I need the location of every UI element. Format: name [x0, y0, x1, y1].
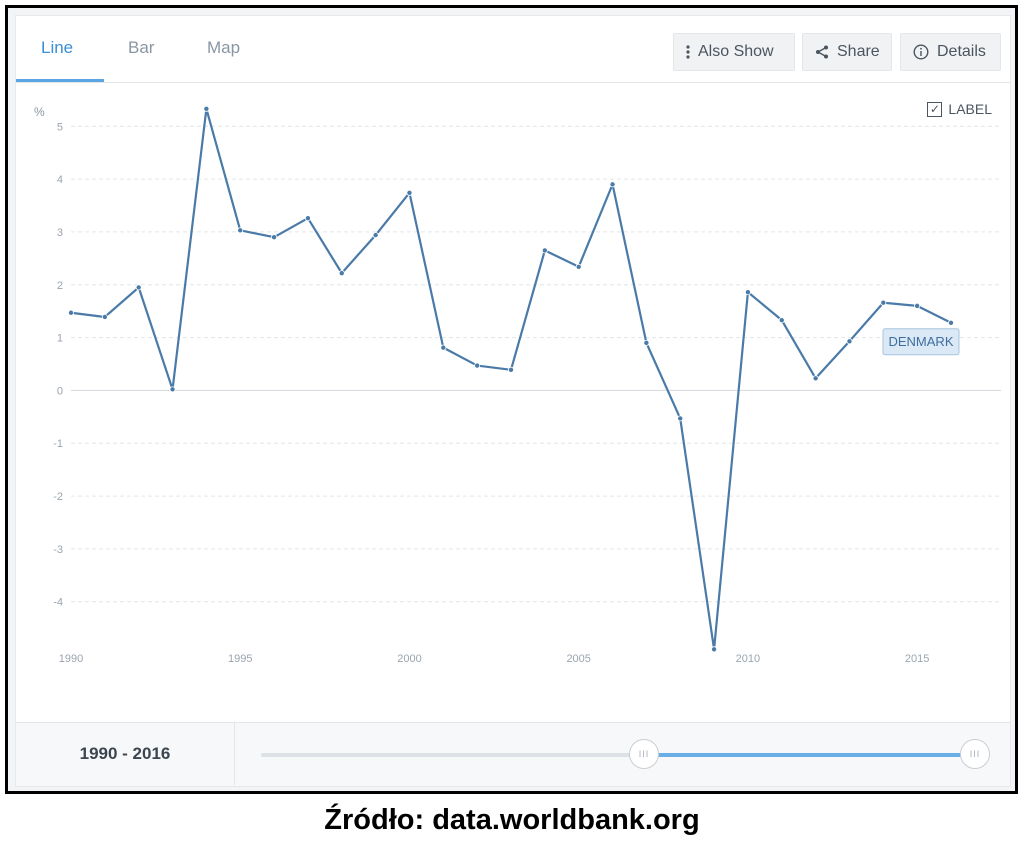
data-point: [609, 181, 616, 188]
range-footer: 1990 - 2016 III III: [16, 722, 1010, 786]
also-show-button[interactable]: Also Show: [673, 33, 795, 71]
active-tab-indicator: [16, 79, 104, 82]
figure-frame: Line Bar Map Also Show Share Detai: [5, 5, 1018, 794]
y-tick-label: 3: [57, 227, 63, 239]
data-point: [541, 247, 548, 254]
info-icon: [913, 44, 929, 60]
data-point: [948, 319, 955, 326]
data-point: [575, 263, 582, 270]
y-tick-label: -3: [53, 544, 63, 556]
tab-line[interactable]: Line: [41, 38, 74, 57]
y-tick-label: 0: [57, 385, 63, 397]
label-toggle[interactable]: ✓ LABEL: [927, 101, 992, 117]
y-axis-unit-label: %: [34, 105, 45, 119]
data-point: [237, 227, 244, 234]
series-label: DENMARK: [888, 334, 953, 349]
y-tick-label: 2: [57, 280, 63, 292]
range-end-handle[interactable]: III: [960, 739, 990, 769]
range-slider-selection: [644, 753, 975, 757]
y-tick-label: -4: [53, 597, 63, 609]
data-point: [846, 338, 853, 345]
data-point: [135, 284, 142, 291]
series-line-denmark: [70, 107, 952, 651]
y-tick-label: -1: [53, 438, 63, 450]
data-point: [744, 289, 751, 296]
data-point: [203, 105, 210, 112]
data-point: [914, 302, 921, 309]
year-range-label: 1990 - 2016: [16, 723, 235, 785]
x-tick-label: 2010: [736, 653, 760, 665]
line-chart: % 5 4 3 2 1 0 -1 -2 -3 -4 1990 1995 2000 2005 2010 2015 D…: [34, 105, 1001, 665]
y-tick-label: 4: [57, 174, 63, 186]
label-toggle-text: LABEL: [948, 101, 992, 117]
tab-map[interactable]: Map: [207, 38, 241, 57]
x-tick-label: 1990: [59, 653, 83, 665]
data-point: [169, 386, 176, 393]
data-point: [271, 234, 278, 241]
data-point: [643, 339, 650, 346]
vertical-dots-icon: [686, 45, 690, 59]
source-caption: Źródło: data.worldbank.org: [324, 804, 700, 836]
x-tick-label: 1995: [228, 653, 252, 665]
y-tick-label: 5: [57, 121, 63, 133]
y-tick-label: 1: [57, 333, 63, 345]
tab-bar[interactable]: Bar: [128, 38, 155, 57]
data-point: [677, 415, 684, 422]
series-label-badge: [882, 328, 960, 356]
data-point: [338, 270, 345, 277]
data-point: [372, 232, 379, 239]
also-show-label: Also Show: [698, 43, 774, 60]
data-point: [711, 646, 718, 653]
range-start-handle[interactable]: III: [629, 739, 659, 769]
share-button[interactable]: Share: [802, 33, 892, 71]
share-icon: [815, 45, 829, 59]
x-tick-label: 2015: [905, 653, 929, 665]
y-tick-label: -2: [53, 491, 63, 503]
x-tick-label: 2005: [566, 653, 590, 665]
chart-panel: Line Bar Map Also Show Share Detai: [15, 15, 1011, 787]
view-tabs: Line Bar Map Also Show Share Detai: [16, 16, 1010, 83]
x-tick-label: 2000: [397, 653, 421, 665]
range-slider-track[interactable]: [261, 753, 975, 757]
label-checkbox[interactable]: ✓: [927, 101, 943, 117]
share-label: Share: [837, 43, 880, 60]
data-point: [812, 375, 819, 382]
data-point: [474, 362, 481, 369]
data-point: [304, 215, 311, 222]
data-point: [101, 313, 108, 320]
data-point: [880, 299, 887, 306]
details-label: Details: [937, 43, 986, 60]
data-point: [778, 317, 785, 324]
data-point: [68, 309, 75, 316]
data-point: [440, 344, 447, 351]
details-button[interactable]: Details: [900, 33, 1001, 71]
data-point: [406, 189, 413, 196]
data-point: [507, 366, 514, 373]
